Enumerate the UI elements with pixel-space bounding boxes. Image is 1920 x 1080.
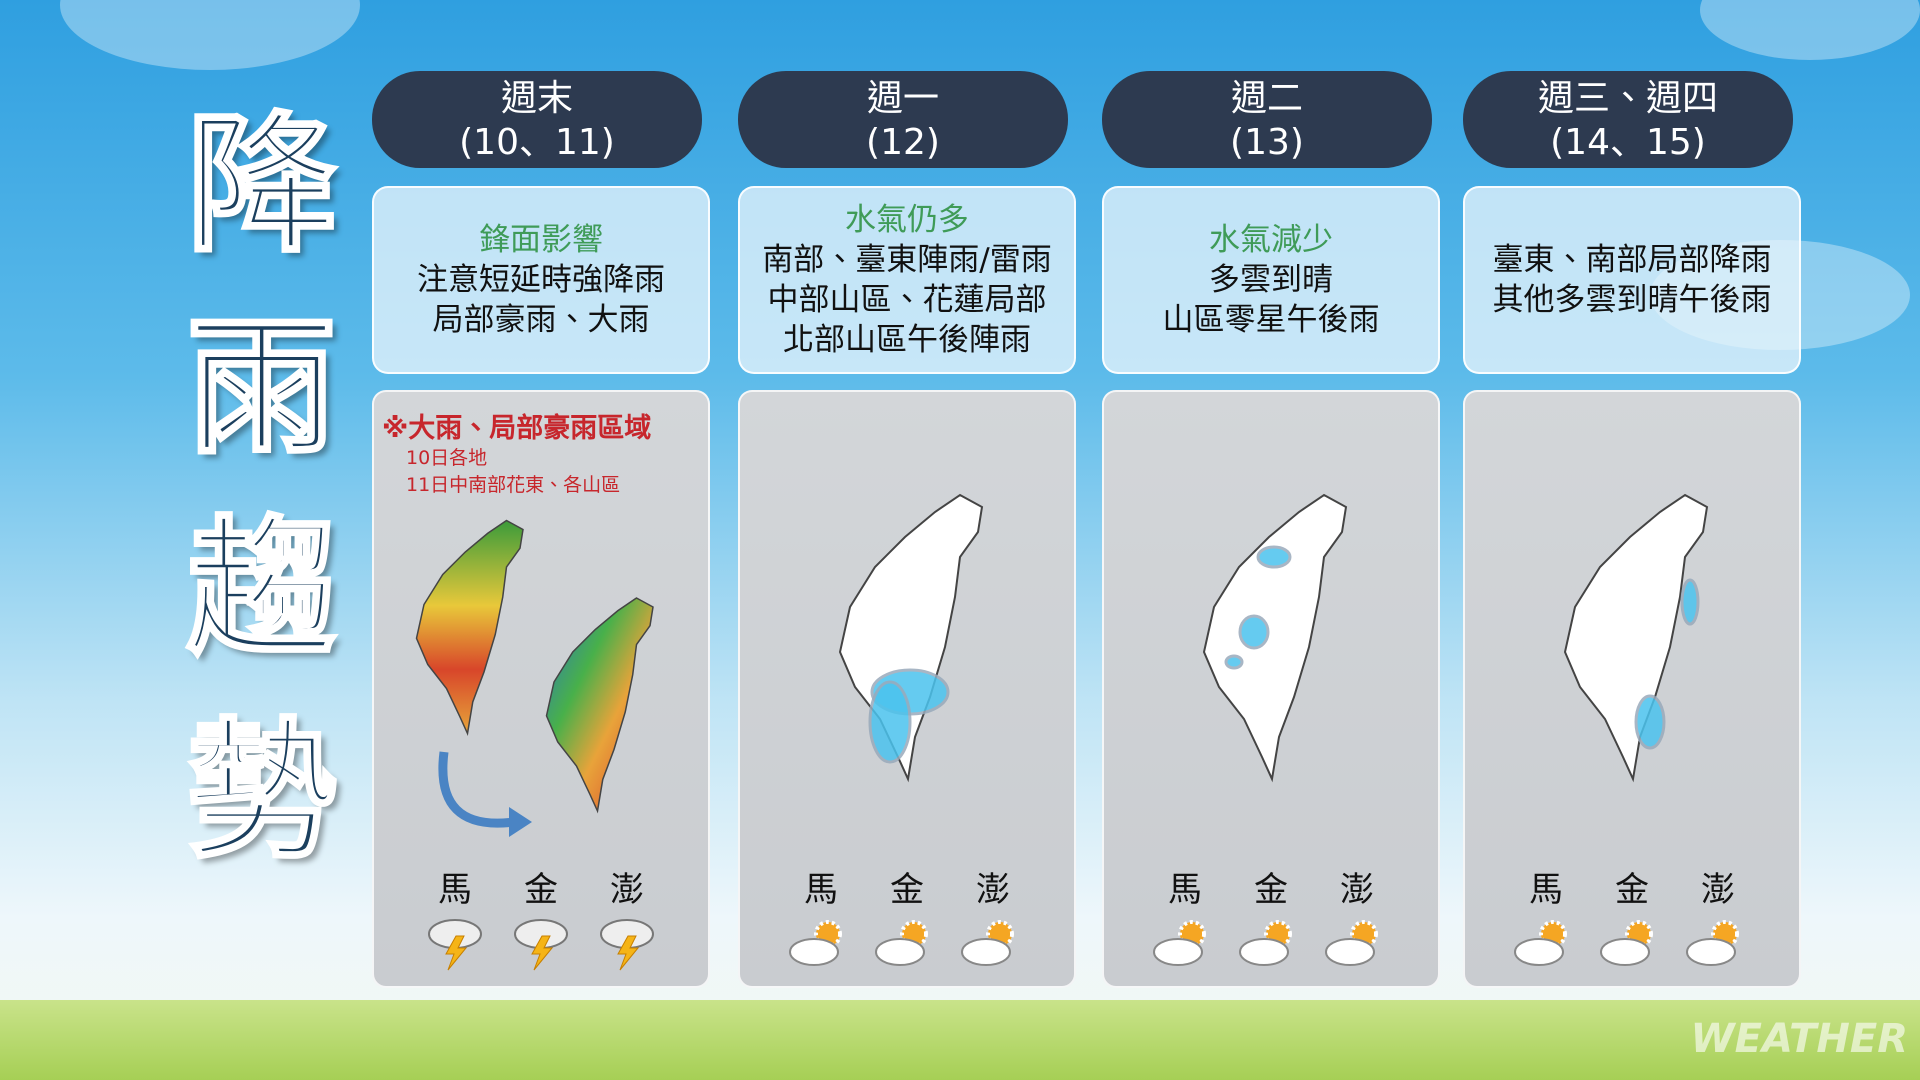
taiwan-map (545, 597, 654, 812)
map (838, 493, 984, 781)
header-line: 週二 (1230, 78, 1303, 119)
island-label: 金 (1615, 870, 1649, 910)
forecast-column: 週末 (10、11) 鋒面影響注意短延時強降雨 局部豪雨、大雨 ※大雨、局部豪雨區域 10… (372, 0, 710, 1080)
map-box: 馬金澎 (738, 390, 1076, 988)
island-label: 馬 (804, 870, 838, 910)
taiwan-map (415, 519, 524, 735)
weather-icon (1325, 920, 1378, 966)
weather-icon (1239, 920, 1292, 966)
island-label: 金 (890, 870, 924, 910)
island-label: 金 (524, 870, 558, 910)
summary-line: 局部豪雨、大雨 (432, 302, 650, 338)
rain-area (868, 680, 912, 764)
summary-box: 水氣減少多雲到晴山區零星午後雨 (1102, 186, 1440, 374)
taiwan-map (838, 493, 984, 781)
rain-area (1634, 694, 1666, 750)
note-line: 11日中南部花東、各山區 (406, 474, 621, 496)
rain-area (1680, 578, 1700, 626)
bolt (617, 935, 640, 971)
weather-icon (1153, 920, 1206, 966)
rain-area (1238, 614, 1270, 650)
bolt (445, 935, 468, 971)
summary-line: 北部山區午後陣雨 (783, 322, 1031, 358)
arrow (438, 751, 515, 828)
title: 降雨趨勢 (160, 104, 337, 915)
map (1202, 493, 1348, 781)
forecast-column: 週一 (12) 水氣仍多南部、臺東陣雨/雷雨 中部山區、花蓮局部 北部山區午後陣雨馬 金 澎 (738, 0, 1076, 1080)
summary-box: 水氣仍多南部、臺東陣雨/雷雨 中部山區、花蓮局部 北部山區午後陣雨 (738, 186, 1076, 374)
weather-icon (875, 920, 928, 966)
island-label: 澎 (1701, 870, 1735, 910)
cloud-shape (1325, 938, 1375, 966)
day-header: 週一 (12) (738, 71, 1068, 168)
summary-line: 臺東、南部局部降雨 (1492, 242, 1772, 278)
island-label: 澎 (610, 870, 644, 910)
cloud-shape (875, 938, 925, 966)
summary-line: 注意短延時強降雨 (417, 262, 665, 298)
arrow-head (509, 807, 532, 837)
island-label: 馬 (1529, 870, 1563, 910)
cloud-shape (961, 938, 1011, 966)
summary-line: 中部山區、花蓮局部 (767, 282, 1047, 318)
summary-title: 水氣仍多 (845, 202, 969, 238)
cloud-shape (1153, 938, 1203, 966)
cloud-shape (789, 938, 839, 966)
island-label: 馬 (1168, 870, 1202, 910)
summary-line: 其他多雲到晴午後雨 (1492, 282, 1772, 318)
forecast-column: 週二 (13) 水氣減少多雲到晴山區零星午後雨馬 金 澎 (1102, 0, 1440, 1080)
day-header: 週三、週四 (14、15) (1463, 71, 1793, 168)
taiwan-map (1202, 493, 1348, 781)
weather-icon (1600, 920, 1653, 966)
cloud (60, 0, 360, 70)
weather-icon (428, 919, 482, 971)
day-header: 週末 (10、11) (372, 71, 702, 168)
cloud-shape (1239, 938, 1289, 966)
map (1563, 493, 1709, 781)
island-label: 馬 (438, 870, 472, 910)
weather-icon (1686, 920, 1739, 966)
header-line: (13) (1230, 122, 1304, 163)
header-line: (10、11) (459, 122, 615, 163)
island-label: 金 (1254, 870, 1288, 910)
cloud-shape (1514, 938, 1564, 966)
weather-icon (1514, 920, 1567, 966)
header-line: 週一 (866, 78, 939, 119)
map (415, 519, 654, 837)
island-label: 澎 (1340, 870, 1374, 910)
watermark: WEATHER (1690, 1016, 1908, 1062)
weather-icon (961, 920, 1014, 966)
rain-area (1224, 654, 1244, 670)
map-box: ※大雨、局部豪雨區域 10日各地 11日中南部花東、各山區馬 金 澎 (372, 390, 710, 988)
summary-line: 多雲到晴 (1209, 262, 1333, 298)
island-label: 澎 (976, 870, 1010, 910)
summary-box: 臺東、南部局部降雨 其他多雲到晴午後雨 (1463, 186, 1801, 374)
weather-icon (514, 919, 568, 971)
note-title: ※大雨、局部豪雨區域 (382, 413, 652, 444)
header-line: 週末 (500, 78, 573, 119)
summary-title: 水氣減少 (1209, 222, 1333, 258)
forecast-column: 週三、週四 (14、15) 臺東、南部局部降雨 其他多雲到晴午後雨馬 金 澎 (1463, 0, 1801, 1080)
summary-box: 鋒面影響注意短延時強降雨 局部豪雨、大雨 (372, 186, 710, 374)
day-header: 週二 (13) (1102, 71, 1432, 168)
cloud-shape (1600, 938, 1650, 966)
map-note: ※大雨、局部豪雨區域 10日各地 11日中南部花東、各山區 (382, 406, 651, 499)
map-box: 馬金澎 (1102, 390, 1440, 988)
header-line: 週三、週四 (1537, 78, 1718, 119)
summary-line: 山區零星午後雨 (1162, 302, 1380, 338)
rain-area (1256, 545, 1292, 569)
taiwan-map (1563, 493, 1709, 781)
cloud-shape (1686, 938, 1736, 966)
header-line: (12) (866, 122, 940, 163)
weather-icon (600, 919, 654, 971)
note-line: 10日各地 (406, 447, 488, 469)
summary-title: 鋒面影響 (479, 222, 603, 258)
map-box: 馬金澎 (1463, 390, 1801, 988)
bolt (531, 935, 554, 971)
grass (0, 1000, 1920, 1080)
weather-icon (789, 920, 842, 966)
summary-line: 南部、臺東陣雨/雷雨 (762, 242, 1052, 278)
header-line: (14、15) (1550, 122, 1706, 163)
